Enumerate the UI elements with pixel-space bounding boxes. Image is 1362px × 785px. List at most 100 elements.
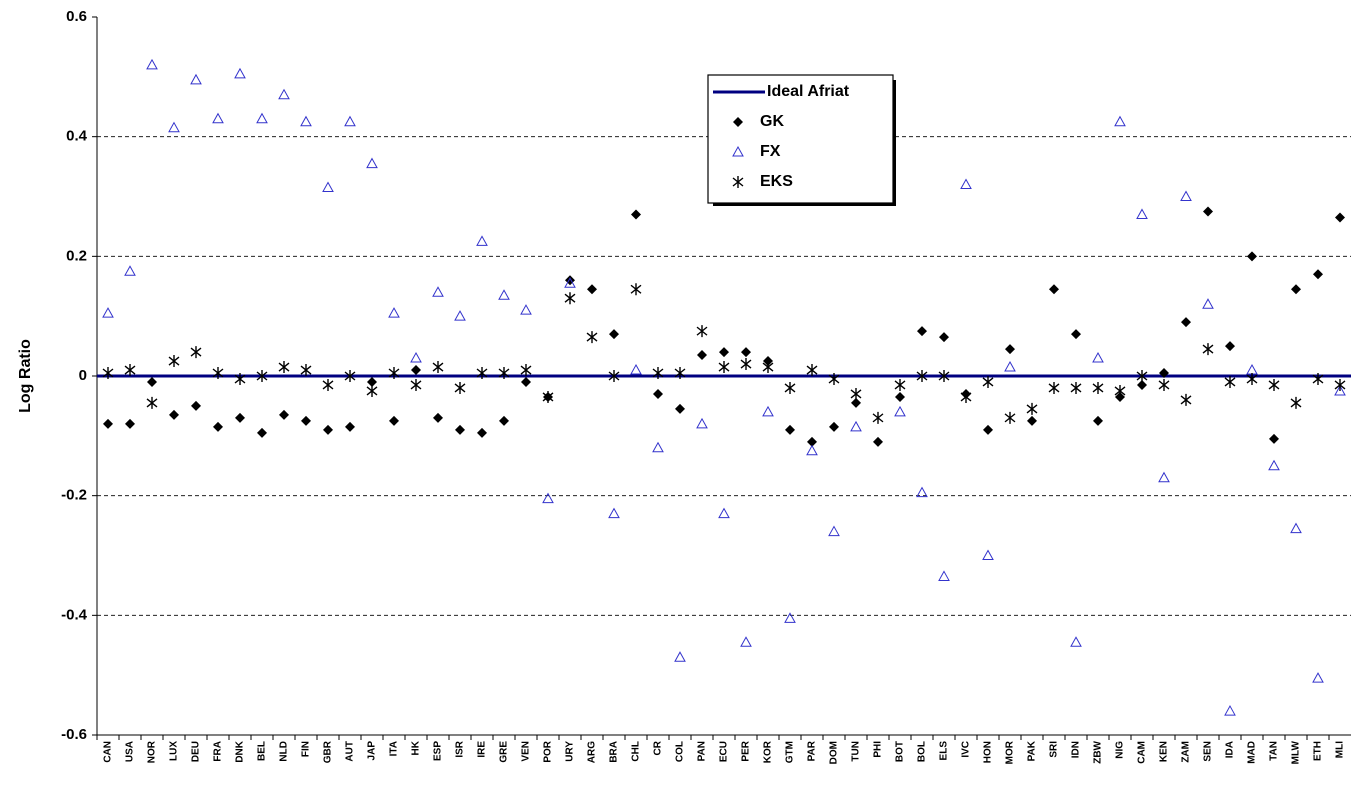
triangle-marker [542,492,554,504]
asterisk-marker [542,390,554,403]
asterisk-marker [388,367,400,380]
diamond-marker [609,329,619,340]
legend-label: FX [760,143,781,160]
diamond-marker [411,365,421,376]
x-tick-label: MAD [1247,741,1258,764]
diamond-marker [1313,269,1323,280]
asterisk-marker [344,370,356,382]
triangle-marker [388,307,400,318]
diamond-marker [1049,284,1059,295]
triangle-marker [828,525,840,537]
x-tick-label: CR [653,740,664,755]
diamond-marker [323,424,333,435]
diamond-marker [785,424,795,435]
x-tick-label: POR [543,740,554,762]
x-tick-label: TAN [1269,741,1280,761]
asterisk-marker [1114,384,1126,397]
y-axis-label: Log Ratio [17,339,34,413]
triangle-marker [1158,471,1170,483]
x-tick-label: BEL [257,741,268,761]
asterisk-marker [1004,411,1016,424]
x-tick-label: DEU [191,741,202,762]
asterisk-marker [234,372,246,385]
x-tick-label: NLD [279,741,290,762]
diamond-marker [235,412,245,423]
asterisk-marker [1202,343,1214,356]
asterisk-marker [806,364,818,377]
asterisk-marker [696,325,708,338]
x-tick-label: DOM [829,741,840,764]
diamond-marker [653,388,663,399]
asterisk-marker [454,381,466,394]
x-tick-label: BOL [917,741,928,762]
diamond-marker [1071,329,1081,340]
diamond-marker [719,347,729,358]
diamond-marker [1225,341,1235,352]
triangle-marker [630,363,642,375]
triangle-marker [894,405,906,417]
legend: Ideal Afriat GK FX EKS [707,74,896,206]
asterisk-marker [960,390,972,403]
asterisk-marker [190,346,202,359]
x-tick-label: FRA [213,741,224,762]
asterisk-marker [916,370,928,382]
legend-label: GK [760,113,784,130]
asterisk-marker [1268,378,1280,391]
triangle-marker [1136,208,1148,219]
diamond-marker [917,326,927,337]
asterisk-marker [1136,370,1148,382]
triangle-marker [1202,298,1214,309]
triangle-marker [916,486,928,498]
legend-shadow [713,203,896,206]
legend-label: Ideal Afriat [767,83,850,100]
asterisk-marker [784,381,796,394]
asterisk-marker [1158,378,1170,391]
triangle-marker [850,420,862,432]
triangle-marker [608,507,620,519]
diamond-marker [741,347,751,358]
asterisk-marker [278,361,290,374]
diamond-marker [455,424,465,435]
diamond-marker [301,415,311,426]
triangle-marker [718,507,730,519]
diamond-marker [697,350,707,361]
diamond-marker [477,427,487,438]
triangle-marker [190,73,202,85]
y-tick-label: 0.4 [66,128,88,145]
y-tick-label: 0.2 [66,247,87,264]
asterisk-marker [1334,378,1346,391]
x-tick-label: KEN [1159,741,1170,762]
asterisk-marker [1290,396,1302,409]
asterisk-marker [1070,381,1082,394]
triangle-marker [1268,459,1280,471]
x-tick-label: HK [411,740,422,755]
triangle-marker [1224,705,1236,716]
x-tick-label: FIN [301,741,312,757]
asterisk-marker [520,364,532,377]
triangle-marker [960,178,972,190]
diamond-marker [257,427,267,438]
diamond-marker [1269,433,1279,444]
diamond-marker [895,391,905,402]
asterisk-marker [652,367,664,380]
diamond-marker [499,415,509,426]
diamond-marker [733,117,743,127]
x-tick-label: GBR [323,740,334,763]
diamond-marker [125,418,135,429]
triangle-marker [806,444,818,456]
diamond-marker [873,436,883,447]
triangle-marker [982,549,994,560]
x-tick-label: BRA [609,741,620,763]
triangle-marker [1004,360,1016,372]
x-tick-label: VEN [521,741,532,762]
x-tick-label: IRE [477,741,488,758]
asterisk-marker [498,367,510,380]
x-tick-label: SEN [1203,741,1214,762]
asterisk-marker [102,367,114,380]
triangle-marker [300,115,312,127]
asterisk-marker [432,361,444,374]
x-tick-label: COL [675,741,686,762]
x-tick-label: LUX [169,741,180,761]
diamond-marker [1181,317,1191,328]
diamond-marker [1137,379,1147,390]
